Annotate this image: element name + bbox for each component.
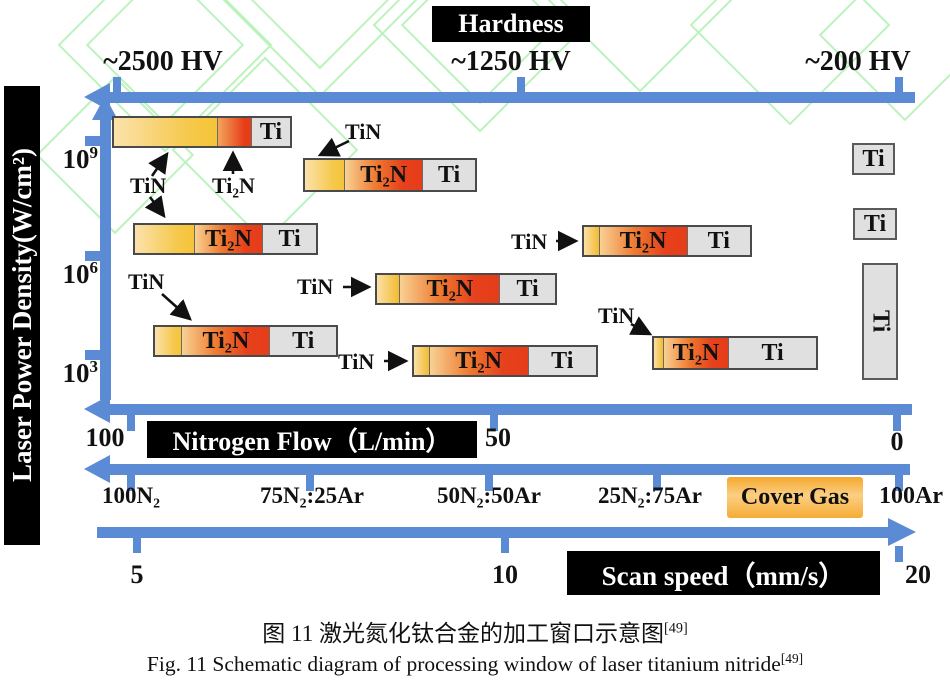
hardness-tick-label-2500: ~2500 HV (103, 46, 223, 77)
process-bar-row3-mid: Ti₂N Ti (375, 273, 557, 305)
covergas-tick-75n2 (306, 474, 314, 491)
tin-region (135, 225, 194, 253)
hardness-tick-2500 (113, 77, 121, 92)
nitrogen-tick-100 (127, 414, 135, 431)
hardness-title: Hardness (458, 9, 564, 38)
nitrogen-tick-0 (893, 414, 901, 431)
y-axis-title-bar: Laser Power Density(W/cm²) (4, 86, 40, 545)
label-tin-row4-mid: TiN (338, 349, 375, 374)
nitrogen-axis-line (106, 404, 912, 415)
scan-axis-line (97, 527, 891, 538)
power-tick-label-1e6: 106 (62, 258, 99, 289)
tin-region (114, 118, 217, 146)
power-tick-1e9 (85, 136, 101, 146)
scan-axis-arrow-icon (888, 518, 916, 546)
label-tin-row1-right: TiN (345, 119, 382, 144)
tin-region (584, 227, 599, 255)
label-tin-row2-right: TiN (511, 229, 548, 254)
process-bar-row4-left: Ti₂N Ti (153, 325, 338, 357)
covergas-tick-25n2 (653, 474, 661, 491)
label-tin-row1: TiN (130, 173, 167, 198)
ti2n-region: Ti₂N (399, 275, 500, 303)
ti-region: Ti (499, 275, 555, 303)
caption-chinese: 图 11 激光氮化钛合金的加工窗口示意图[49] (262, 620, 688, 646)
covergas-label-50n2: 50N₂:50Ar (437, 483, 541, 508)
ti-region: Ti (269, 327, 336, 355)
label-ti2n-row1: Ti₂N (212, 173, 255, 198)
ti-box-mid: Ti (853, 208, 897, 240)
nitrogen-tick-label-0: 0 (890, 427, 904, 456)
hardness-title-box: Hardness (432, 6, 590, 42)
ti-region: Ti (527, 347, 596, 375)
ti2n-region: Ti₂N (344, 160, 423, 190)
label-tin-row4-left: TiN (128, 269, 165, 294)
nitrogen-title: Nitrogen Flow（L/min） (172, 427, 452, 456)
scan-title: Scan speed（mm/s） (601, 560, 846, 591)
covergas-tick-100n2 (127, 474, 135, 491)
power-tick-1e6 (85, 251, 101, 261)
hardness-axis-line (106, 92, 915, 103)
process-bar-row1-left: Ti (112, 116, 292, 148)
tin-region (305, 160, 345, 190)
power-tick-label-1e9: 109 (62, 143, 99, 174)
caption-english: Fig. 11 Schematic diagram of processing … (146, 651, 804, 677)
covergas-label-100n2: 100N₂ (101, 483, 160, 508)
nitrogen-title-box: Nitrogen Flow（L/min） (147, 421, 477, 458)
nitrogen-tick-label-50: 50 (485, 423, 511, 452)
nitrogen-axis-arrow-icon (84, 395, 110, 423)
ti-region: Ti (728, 338, 816, 368)
tin-region (377, 275, 400, 303)
ti-region: Ti (262, 225, 316, 253)
covergas-tick-50n2 (485, 474, 493, 491)
scan-tick-label-10: 10 (492, 560, 518, 589)
ti2n-region: Ti₂N (193, 225, 263, 253)
scan-tick-label-5: 5 (130, 560, 144, 589)
covergas-tick-100ar (895, 474, 903, 491)
y-axis-title: Laser Power Density(W/cm²) (6, 148, 37, 483)
process-bar-row4-mid: Ti₂N Ti (412, 345, 598, 377)
covergas-axis-arrow-icon (84, 455, 110, 483)
covergas-label-75n2: 75N₂:25Ar (260, 483, 364, 508)
scan-tick-5 (133, 537, 141, 553)
hardness-tick-200 (895, 77, 903, 92)
nitrogen-tick-50 (490, 414, 498, 431)
power-tick-1e3 (85, 350, 101, 360)
ti2n-region: Ti₂N (662, 338, 729, 368)
scan-title-box: Scan speed（mm/s） (567, 551, 880, 595)
ti-region: Ti (686, 227, 750, 255)
hardness-tick-label-1250: ~1250 HV (451, 46, 571, 77)
power-tick-label-1e3: 103 (62, 357, 99, 388)
scan-tick-10 (501, 537, 509, 553)
ti-box-top: Ti (852, 143, 895, 175)
process-bar-row1-right: Ti₂N Ti (303, 158, 477, 192)
nitrogen-tick-label-100: 100 (85, 423, 125, 452)
process-bar-row2-right: Ti₂N Ti (582, 225, 752, 257)
ti-bar-vertical: Ti (862, 263, 898, 380)
hardness-tick-1250 (517, 77, 525, 92)
tin-region (155, 327, 182, 355)
covergas-axis-line (106, 464, 910, 475)
label-tin-row3: TiN (297, 274, 334, 299)
label-tin-row4-right: TiN (598, 303, 635, 328)
ti-region: Ti (250, 118, 290, 146)
tin-region (654, 338, 663, 368)
ti2n-region: Ti₂N (181, 327, 270, 355)
power-axis-line (100, 118, 111, 400)
ti-region: Ti (422, 160, 475, 190)
covergas-label-25n2: 25N₂:75Ar (598, 483, 702, 508)
ti2n-region: Ti₂N (598, 227, 687, 255)
hardness-tick-label-200: ~200 HV (805, 46, 911, 77)
covergas-badge: Cover Gas (727, 477, 863, 518)
scan-tick-label-20: 20 (905, 560, 931, 589)
tin-region (414, 347, 429, 375)
process-bar-row2-left: Ti₂N Ti (133, 223, 318, 255)
covergas-label-100ar: 100Ar (879, 483, 943, 509)
ti2n-region (216, 118, 251, 146)
scan-tick-20 (895, 546, 903, 562)
process-bar-row4-right: Ti₂N Ti (652, 336, 818, 370)
ti2n-region: Ti₂N (428, 347, 528, 375)
